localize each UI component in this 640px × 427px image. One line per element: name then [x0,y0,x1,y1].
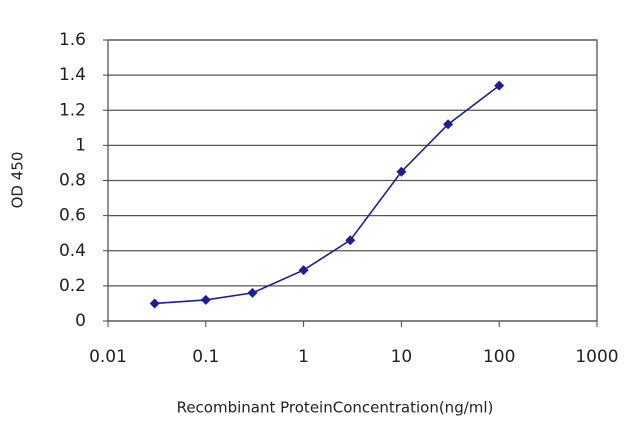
data-point [149,298,160,309]
data-point [443,119,454,130]
data-point [494,80,505,91]
data-point [345,235,356,246]
y-tick-label: 0.8 [59,171,86,191]
x-tick-label: 10 [391,347,413,367]
x-tick-label: 0.1 [192,347,219,367]
x-tick-label: 0.01 [89,347,127,367]
data-point [298,265,309,276]
plot-frame [107,39,598,322]
y-tick-label: 1 [75,135,86,155]
data-point [200,294,211,305]
y-tick-label: 0 [75,311,86,331]
y-tick-label: 1.6 [59,30,86,50]
data-line [154,85,500,305]
y-tick-label: 0.4 [59,241,86,261]
data-point [396,166,407,177]
y-axis-title: OD 450 [9,152,27,209]
y-tick-label: 1.2 [59,100,86,120]
x-axis-title: Recombinant ProteinConcentration(ng/ml) [177,399,494,417]
x-tick-label: 1 [298,347,309,367]
x-tick-label: 1000 [575,347,618,367]
y-tick-label: 1.4 [59,65,86,85]
x-tick-label: 100 [483,347,515,367]
y-tick-label: 0.2 [59,276,86,296]
data-point [247,287,258,298]
y-tick-label: 0.6 [59,206,86,226]
